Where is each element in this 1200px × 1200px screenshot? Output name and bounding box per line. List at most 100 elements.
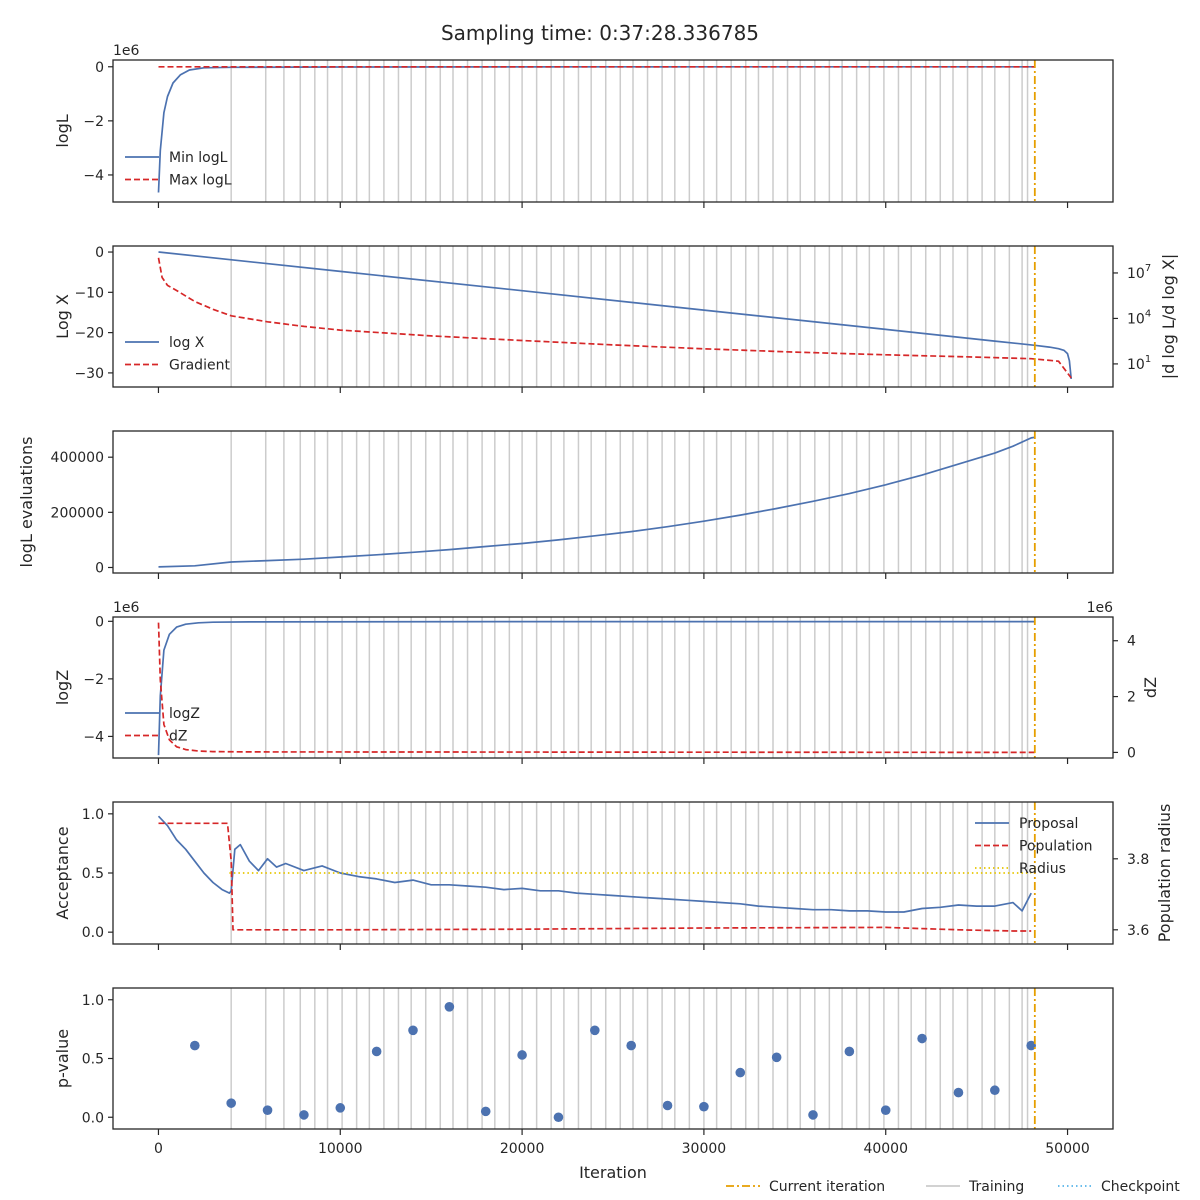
x-tick-label: 40000	[863, 1141, 908, 1157]
data-point	[699, 1101, 709, 1112]
data-point	[190, 1040, 200, 1051]
y2-tick-label: 0	[1127, 745, 1136, 761]
y2-tick-label: 107	[1127, 263, 1151, 282]
data-point	[299, 1110, 309, 1120]
data-point	[444, 1002, 455, 1012]
series-line-min-logl	[157, 65, 1035, 193]
legend-label: Population	[1019, 839, 1093, 855]
panel-5: 0.0 0.5 1.0 3.6 3.8 Acceptance Population radi…	[53, 801, 1174, 950]
data-point	[880, 1105, 891, 1115]
series-line-log-x	[158, 251, 1073, 379]
y-tick-label: −4	[83, 168, 104, 184]
panel-6: 0.0 0.5 1.0 0 10000 20000 30000 40000 50000 p-val…	[53, 987, 1114, 1157]
y2-tick-label: 104	[1127, 308, 1151, 327]
y-tick-label: 0.0	[82, 1110, 104, 1126]
panel-frame	[112, 616, 1114, 759]
y-tick-label: 0	[95, 60, 104, 76]
x-tick-label: 50000	[1045, 1141, 1090, 1157]
data-point	[226, 1098, 236, 1108]
plot-area	[158, 431, 1036, 573]
data-point	[517, 1050, 527, 1060]
legend-label: Max logL	[169, 173, 232, 189]
y-tick-label: −4	[83, 729, 104, 745]
figure-legend-label: Current iteration	[769, 1179, 885, 1195]
y-axis-label: logL evaluations	[17, 437, 36, 568]
y-tick-label: 400000	[51, 450, 104, 466]
legend-label: log X	[169, 335, 205, 351]
y-axis-label: p-value	[53, 1029, 72, 1088]
plot-area	[157, 617, 1036, 758]
data-point	[480, 1106, 491, 1117]
series-line-proposal	[157, 815, 1032, 913]
legend: Proposal Population Radius	[975, 816, 1093, 877]
figure-title: Sampling time: 0:37:28.336785	[441, 21, 759, 45]
data-point	[262, 1105, 273, 1115]
y2-tick-label: 3.6	[1127, 923, 1149, 939]
series-line-logz	[157, 620, 1035, 756]
legend: log X Gradient	[125, 335, 230, 374]
data-point	[808, 1110, 818, 1120]
y-tick-label: 1.0	[82, 807, 104, 823]
y-tick-label: 0.5	[82, 866, 104, 882]
data-point	[917, 1033, 927, 1044]
legend-label: Gradient	[169, 358, 230, 374]
y-axis-label: logZ	[53, 670, 72, 705]
x-tick-label: 0	[154, 1141, 163, 1157]
y-tick-label: 0	[95, 245, 104, 261]
y-tick-label: 1.0	[82, 993, 104, 1009]
data-point	[371, 1046, 382, 1057]
y-tick-label: 0.5	[82, 1052, 104, 1068]
y-tick-label: −2	[83, 672, 104, 688]
data-point	[771, 1052, 782, 1063]
data-point	[626, 1040, 636, 1051]
data-point	[408, 1025, 418, 1036]
x-tick-label: 30000	[682, 1141, 727, 1157]
y-tick-label: −2	[83, 114, 104, 130]
data-point	[735, 1067, 746, 1078]
offset-text: 1e6	[113, 43, 140, 59]
panel-2: 0 −10 −20 −30 101 104 107 Log X |d log L/d log X…	[53, 245, 1178, 393]
plot-area	[157, 246, 1073, 387]
series-line-population	[158, 822, 1032, 932]
data-point	[662, 1100, 673, 1111]
plot-area	[157, 60, 1036, 202]
legend-label: Proposal	[1019, 816, 1078, 832]
bottom-legend: Current iteration Training Checkpoint	[726, 1179, 1180, 1195]
y2-tick-label: 101	[1127, 354, 1151, 373]
panel-3: 0 200000 400000 logL evaluations	[17, 430, 1114, 579]
series-line-gradient	[157, 257, 1072, 379]
legend-label: dZ	[169, 729, 187, 745]
y-axis-label: Acceptance	[53, 826, 72, 919]
y-tick-label: −10	[74, 285, 104, 301]
y2-tick-label: 4	[1127, 634, 1136, 650]
panel-frame	[112, 430, 1114, 574]
panel-frame	[112, 245, 1114, 388]
offset-text-right: 1e6	[1087, 600, 1114, 616]
y-tick-label: 200000	[51, 505, 104, 521]
x-axis-label: Iteration	[579, 1163, 647, 1182]
data-point	[553, 1112, 564, 1123]
legend: logZ dZ	[125, 706, 200, 745]
figure-legend-label: Training	[968, 1179, 1024, 1195]
y-tick-label: 0	[95, 614, 104, 630]
panel-1: 0 −2 −4 logL 1e6 Min logL Max logL	[53, 43, 1114, 208]
data-point	[590, 1025, 600, 1036]
legend-label: Radius	[1019, 861, 1066, 877]
legend-label: Min logL	[169, 150, 228, 166]
panel-4: 0 −2 −4 0 2 4 logZ dZ 1e6 1e6 logZ dZ	[53, 600, 1160, 764]
y-tick-label: −20	[74, 326, 104, 342]
offset-text: 1e6	[113, 600, 140, 616]
data-point	[335, 1103, 346, 1113]
legend: Min logL Max logL	[125, 150, 232, 189]
plot-area	[190, 988, 1036, 1129]
data-point	[953, 1087, 964, 1098]
figure-legend-label: Checkpoint	[1101, 1179, 1180, 1195]
panel-frame	[112, 987, 1114, 1130]
y2-tick-label: 3.8	[1127, 852, 1149, 868]
series-line-main	[158, 436, 1035, 568]
data-point	[844, 1046, 855, 1057]
y2-axis-label: dZ	[1141, 677, 1160, 698]
data-point	[990, 1085, 1000, 1096]
